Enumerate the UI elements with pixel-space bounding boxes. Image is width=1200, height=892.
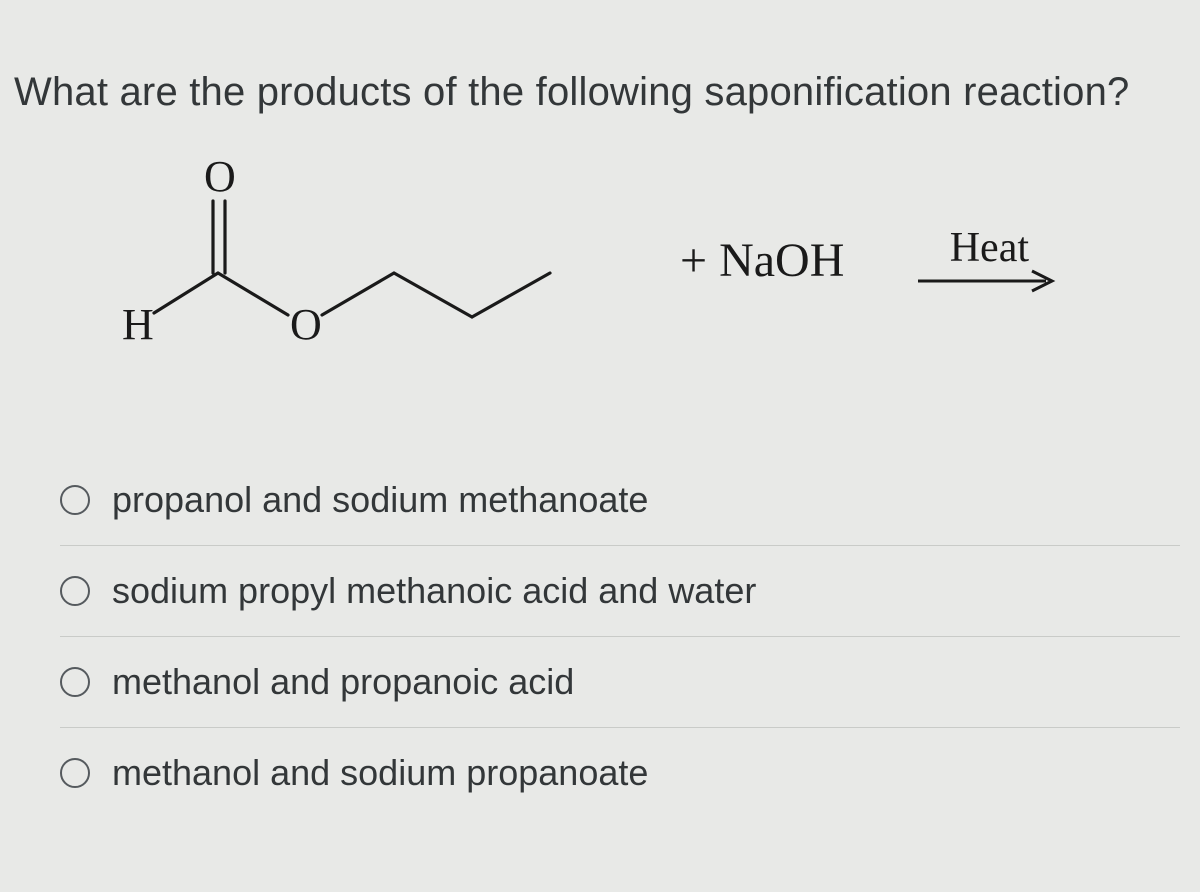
radio-icon [60, 758, 90, 788]
atom-label-O-single: O [290, 300, 322, 349]
answer-options: propanol and sodium methanoate sodium pr… [10, 455, 1180, 818]
option-label: methanol and propanoic acid [112, 661, 574, 703]
atom-label-H: H [122, 300, 154, 349]
radio-icon [60, 667, 90, 697]
option-label: methanol and sodium propanoate [112, 752, 648, 794]
radio-icon [60, 576, 90, 606]
option-d[interactable]: methanol and sodium propanoate [60, 728, 1180, 818]
heat-label: Heat [950, 224, 1029, 272]
option-c[interactable]: methanol and propanoic acid [60, 637, 1180, 728]
reaction-row: H O O + NaOH Heat [10, 155, 1180, 365]
option-a[interactable]: propanol and sodium methanoate [60, 455, 1180, 546]
atom-label-O-double: O [204, 155, 236, 201]
option-b[interactable]: sodium propyl methanoic acid and water [60, 546, 1180, 637]
reaction-arrow-icon [914, 266, 1064, 296]
option-label: propanol and sodium methanoate [112, 479, 648, 521]
ester-structure: H O O [120, 155, 640, 365]
radio-icon [60, 485, 90, 515]
question-text: What are the products of the following s… [10, 70, 1180, 115]
reaction-condition: Heat [914, 224, 1064, 296]
reagent-text: + NaOH [680, 233, 844, 288]
option-label: sodium propyl methanoic acid and water [112, 570, 756, 612]
